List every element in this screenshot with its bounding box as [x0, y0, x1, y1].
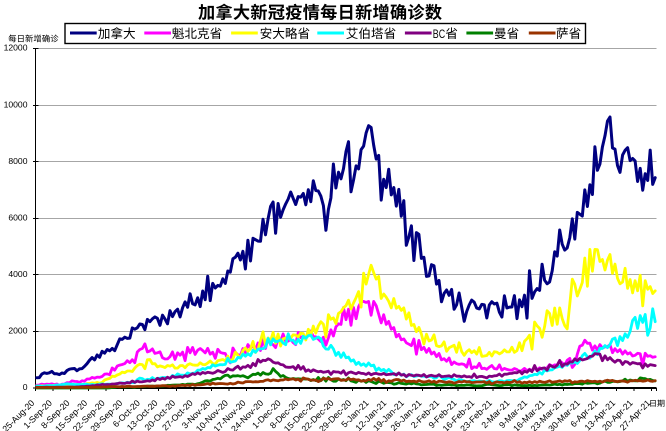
- svg-text:6000: 6000: [8, 212, 27, 222]
- svg-text:12000: 12000: [4, 43, 28, 53]
- svg-text:8000: 8000: [8, 156, 27, 166]
- svg-text:10000: 10000: [4, 99, 28, 109]
- svg-text:2000: 2000: [8, 326, 27, 336]
- svg-text:BC: BC: [433, 27, 446, 41]
- svg-text:0: 0: [23, 382, 28, 392]
- svg-text:4000: 4000: [8, 269, 27, 279]
